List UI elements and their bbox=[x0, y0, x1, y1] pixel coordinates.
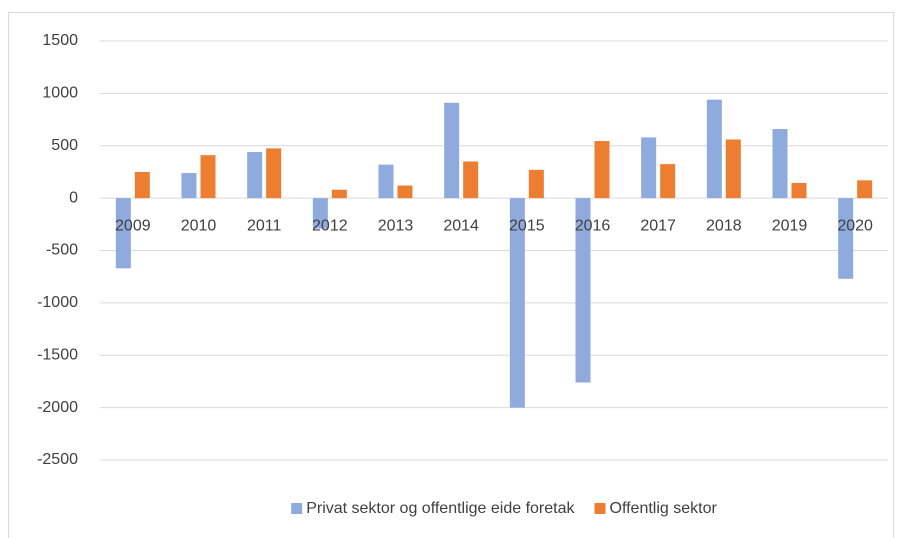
legend-swatch bbox=[291, 503, 303, 514]
bar bbox=[641, 137, 657, 199]
x-tick-label: 2014 bbox=[443, 217, 479, 234]
x-tick-label: 2009 bbox=[115, 217, 151, 234]
x-tick-label: 2017 bbox=[640, 217, 676, 234]
bar bbox=[200, 155, 216, 199]
y-tick-label: -1000 bbox=[37, 294, 78, 311]
x-tick-label: 2012 bbox=[312, 217, 348, 234]
bar bbox=[181, 172, 197, 199]
bar bbox=[660, 164, 676, 199]
bar bbox=[791, 182, 807, 199]
x-tick-label: 2018 bbox=[706, 217, 742, 234]
bar bbox=[772, 128, 788, 199]
bar bbox=[312, 198, 328, 229]
bar bbox=[247, 152, 263, 199]
x-tick-label: 2011 bbox=[247, 217, 282, 234]
y-tick-label: -2500 bbox=[37, 451, 78, 468]
bar bbox=[575, 198, 591, 383]
bar bbox=[857, 180, 873, 199]
y-tick-label: -1500 bbox=[37, 346, 78, 363]
bar bbox=[444, 102, 460, 199]
x-tick-label: 2015 bbox=[509, 217, 545, 234]
y-tick-label: 0 bbox=[69, 189, 78, 206]
bar bbox=[509, 198, 525, 408]
y-tick-label: 1500 bbox=[42, 32, 78, 49]
x-tick-label: 2020 bbox=[837, 217, 873, 234]
bar bbox=[838, 198, 854, 279]
bar bbox=[331, 189, 347, 199]
x-tick-label: 2010 bbox=[181, 217, 217, 234]
bar bbox=[266, 148, 282, 199]
chart-border bbox=[8, 12, 894, 538]
x-tick-label: 2019 bbox=[772, 217, 808, 234]
y-tick-label: 1000 bbox=[42, 85, 78, 102]
legend-label: Privat sektor og offentlige eide foretak bbox=[306, 500, 575, 517]
x-tick-label: 2013 bbox=[378, 217, 414, 234]
x-tick-label: 2016 bbox=[575, 217, 611, 234]
bar bbox=[706, 99, 722, 199]
y-tick-label: -2000 bbox=[37, 399, 78, 416]
bar bbox=[378, 164, 394, 199]
y-tick-label: -500 bbox=[46, 242, 78, 259]
bar bbox=[528, 169, 544, 199]
bar bbox=[115, 198, 131, 269]
bar bbox=[725, 139, 741, 199]
legend-label: Offentlig sektor bbox=[610, 500, 718, 517]
bar bbox=[134, 171, 150, 199]
bar bbox=[397, 185, 413, 199]
legend-swatch bbox=[594, 503, 606, 514]
y-tick-label: 500 bbox=[51, 137, 78, 154]
bar bbox=[594, 141, 610, 199]
bar bbox=[463, 161, 479, 199]
